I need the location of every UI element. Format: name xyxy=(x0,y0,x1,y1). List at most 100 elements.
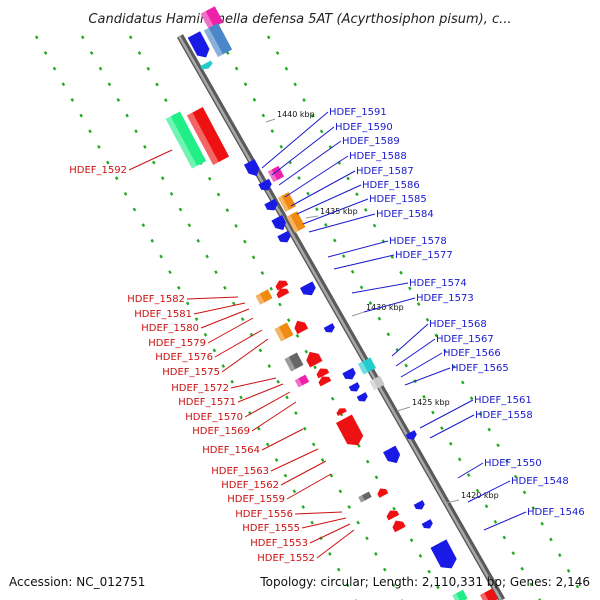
forward-gene-label: HDEF_1588 xyxy=(349,151,407,162)
gene-feature-35 xyxy=(358,491,372,503)
reverse-gene-label: HDEF_1576 xyxy=(155,352,213,363)
gene-feature-34 xyxy=(405,430,417,440)
forward-gene-label: HDEF_1591 xyxy=(329,107,387,118)
reverse-leader-7 xyxy=(230,377,277,389)
reverse-gene-label: HDEF_1559 xyxy=(227,494,285,505)
genome-backbone xyxy=(176,34,506,600)
forward-leader-20 xyxy=(483,511,527,531)
gene-feature-23 xyxy=(316,368,330,379)
reverse-gene-label: HDEF_1563 xyxy=(211,466,269,477)
gene-feature-32 xyxy=(336,414,364,446)
forward-leader-12 xyxy=(391,323,429,357)
forward-gene-label: HDEF_1565 xyxy=(451,363,509,374)
forward-gene-label: HDEF_1546 xyxy=(527,507,585,518)
scale-tick-label: 1440 kbp xyxy=(277,110,315,119)
gene-feature-5 xyxy=(186,107,230,165)
reverse-leader-14 xyxy=(286,473,332,500)
forward-gene-label: HDEF_1550 xyxy=(484,458,542,469)
accession-text: Accession: NC_012751 xyxy=(9,575,145,589)
reverse-leader-2 xyxy=(193,302,246,315)
forward-leader-10 xyxy=(351,282,409,294)
guide-track-2 xyxy=(216,35,542,600)
gene-feature-37 xyxy=(386,510,400,521)
gene-feature-7 xyxy=(267,165,285,183)
forward-leader-7 xyxy=(308,213,376,233)
reverse-leader-16 xyxy=(301,517,347,529)
forward-leader-2 xyxy=(278,140,342,186)
forward-leader-9 xyxy=(333,254,395,270)
forward-leader-16 xyxy=(419,399,474,429)
tick-leader-0 xyxy=(265,118,276,123)
reverse-leader-8 xyxy=(237,383,284,403)
forward-leader-18 xyxy=(457,462,484,479)
forward-gene-label: HDEF_1568 xyxy=(429,319,487,330)
forward-leader-5 xyxy=(296,184,362,215)
reverse-gene-label: HDEF_1581 xyxy=(134,309,192,320)
reverse-gene-label: HDEF_1556 xyxy=(235,509,293,520)
gene-feature-6 xyxy=(243,159,260,177)
reverse-leader-18 xyxy=(316,529,355,559)
gene-feature-8 xyxy=(258,178,272,191)
forward-gene-label: HDEF_1590 xyxy=(335,122,393,133)
scale-tick-label: 1430 kbp xyxy=(366,303,404,312)
reverse-gene-label: HDEF_1592 xyxy=(69,165,127,176)
reverse-leader-3 xyxy=(200,308,250,329)
forward-leader-0 xyxy=(261,111,329,169)
forward-gene-label: HDEF_1574 xyxy=(409,278,467,289)
reverse-leader-6 xyxy=(221,338,269,373)
scale-ticks: 1440 kbp 1435 kbp 1430 kbp 1425 kbp 1420 kbp xyxy=(265,110,499,504)
reverse-leader-15 xyxy=(294,511,343,515)
gene-feature-12 xyxy=(271,215,286,231)
gene-feature-42 xyxy=(480,588,498,600)
gene-feature-11 xyxy=(286,211,306,233)
forward-gene-label: HDEF_1586 xyxy=(362,180,420,191)
forward-leader-14 xyxy=(400,352,443,378)
gene-feature-19 xyxy=(294,320,309,335)
forward-leader-13 xyxy=(395,338,436,367)
forward-leader-6 xyxy=(302,198,369,225)
forward-gene-label: HDEF_1585 xyxy=(369,194,427,205)
map-title: Candidatus Hamiltonella defensa 5AT (Acy… xyxy=(88,12,511,27)
tick-leader-1 xyxy=(305,215,319,219)
forward-gene-label: HDEF_1558 xyxy=(475,410,533,421)
forward-gene-label: HDEF_1589 xyxy=(342,136,400,147)
scale-tick-label: 1420 kbp xyxy=(461,491,499,500)
gene-feature-43 xyxy=(452,589,468,600)
forward-leader-15 xyxy=(404,367,451,386)
gene-feature-14 xyxy=(275,280,289,291)
gene-feature-28 xyxy=(342,367,356,380)
reverse-leader-12 xyxy=(270,448,319,472)
reverse-gene-label: HDEF_1570 xyxy=(185,412,243,423)
gene-feature-24 xyxy=(318,376,332,387)
gene-feature-20 xyxy=(284,352,304,372)
forward-gene-label: HDEF_1566 xyxy=(443,348,501,359)
gene-feature-40 xyxy=(421,519,433,529)
dotted-guides xyxy=(34,35,587,600)
forward-gene-label: HDEF_1587 xyxy=(356,166,414,177)
forward-leader-1 xyxy=(271,126,335,176)
reverse-gene-label: HDEF_1579 xyxy=(148,338,206,349)
guide-track-1 xyxy=(80,35,404,600)
reverse-gene-label: HDEF_1575 xyxy=(162,367,220,378)
reverse-leader-11 xyxy=(261,428,304,451)
gene-feature-1 xyxy=(187,31,210,58)
tick-leader-4 xyxy=(445,499,460,504)
reverse-leader-0 xyxy=(128,149,173,171)
guide-track-4 xyxy=(34,35,358,600)
gene-features xyxy=(165,6,498,600)
gene-feature-41 xyxy=(430,539,457,569)
forward-leader-17 xyxy=(429,414,475,439)
reverse-gene-label: HDEF_1580 xyxy=(141,323,199,334)
forward-gene-label: HDEF_1548 xyxy=(511,476,569,487)
gene-feature-27 xyxy=(369,375,385,391)
reverse-gene-label: HDEF_1571 xyxy=(178,397,236,408)
scale-tick-label: 1425 kbp xyxy=(412,398,450,407)
gene-feature-21 xyxy=(306,351,323,368)
gene-feature-17 xyxy=(300,281,316,296)
backbone-highlight xyxy=(177,35,503,600)
gene-feature-9 xyxy=(264,198,278,211)
reverse-leader-13 xyxy=(280,460,327,486)
forward-gene-label: HDEF_1561 xyxy=(474,395,532,406)
reverse-gene-label: HDEF_1572 xyxy=(171,383,229,394)
